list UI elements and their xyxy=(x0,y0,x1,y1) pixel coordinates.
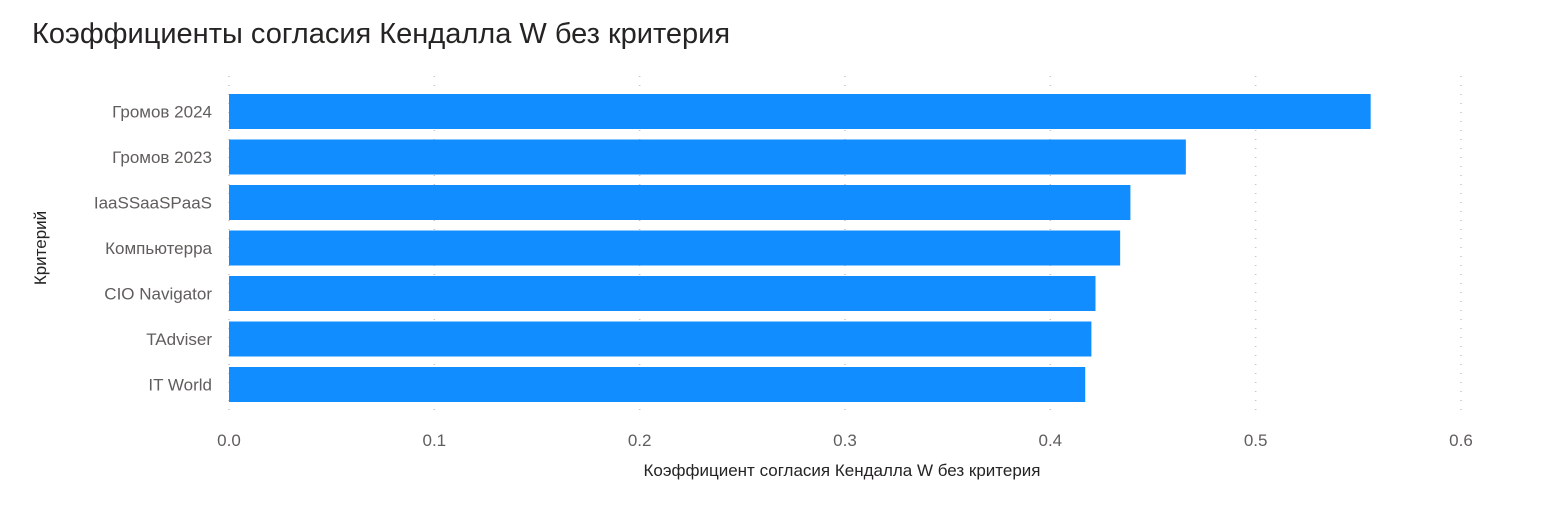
x-tick-label: 0.5 xyxy=(1244,431,1268,450)
category-label: TAdviser xyxy=(146,330,212,349)
bar-3[interactable] xyxy=(229,230,1121,266)
x-tick-label: 0.2 xyxy=(628,431,652,450)
category-label: Компьютерра xyxy=(105,239,212,258)
x-tick-label: 0.0 xyxy=(217,431,241,450)
bar-6[interactable] xyxy=(229,367,1086,402)
category-label: IT World xyxy=(148,376,212,395)
x-tick-label: 0.3 xyxy=(833,431,857,450)
chart-title: Коэффициенты согласия Кендалла W без кри… xyxy=(32,18,731,50)
x-tick-label: 0.6 xyxy=(1449,431,1473,450)
bar-5[interactable] xyxy=(229,321,1092,357)
y-axis-label: Критерий xyxy=(31,211,50,285)
category-label: Громов 2024 xyxy=(112,103,212,122)
x-tick-label: 0.1 xyxy=(423,431,447,450)
bar-4[interactable] xyxy=(229,276,1096,311)
x-axis-label: Коэффициент согласия Кендалла W без крит… xyxy=(643,461,1040,480)
x-tick-label: 0.4 xyxy=(1039,431,1063,450)
category-label: IaaSSaaSPaaS xyxy=(94,194,212,213)
category-label: Громов 2023 xyxy=(112,148,212,167)
bar-1[interactable] xyxy=(229,139,1186,175)
bar-2[interactable] xyxy=(229,185,1131,220)
category-label: CIO Navigator xyxy=(104,285,212,304)
bar-0[interactable] xyxy=(229,94,1371,129)
